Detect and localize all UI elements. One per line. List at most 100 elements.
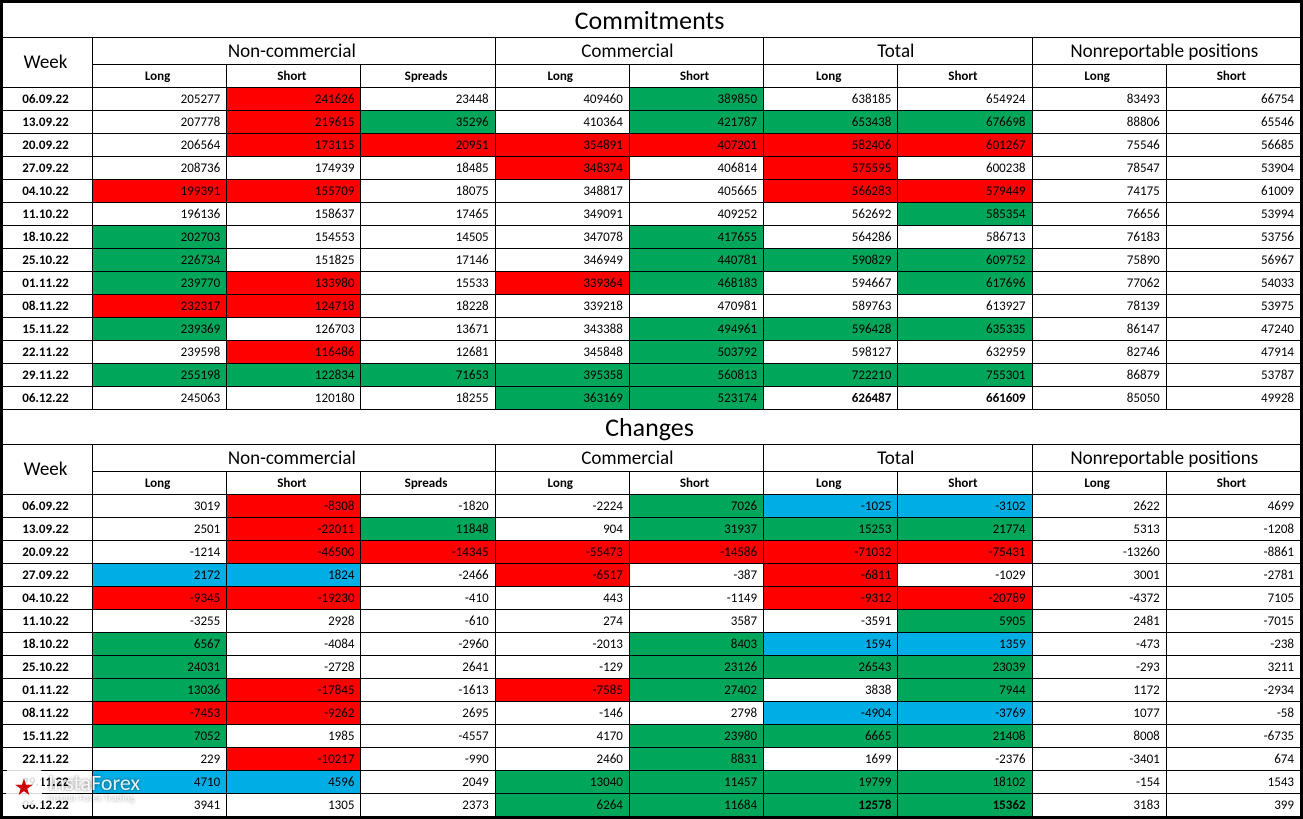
commit-cell: 661609 xyxy=(898,387,1032,410)
change-cell: -2960 xyxy=(361,633,495,656)
commit-cell: 613927 xyxy=(898,295,1032,318)
change-cell: -1820 xyxy=(361,495,495,518)
commit-cell: 17465 xyxy=(361,203,495,226)
change-week: 25.10.22 xyxy=(3,656,93,679)
commit-cell: 348817 xyxy=(495,180,629,203)
change-cell: -13260 xyxy=(1032,541,1166,564)
change-cell: -2224 xyxy=(495,495,629,518)
commit-cell: 347078 xyxy=(495,226,629,249)
commit-week: 06.09.22 xyxy=(3,88,93,111)
commit-cell: 601267 xyxy=(898,134,1032,157)
change-cell: 8008 xyxy=(1032,725,1166,748)
commit-cell: 239369 xyxy=(93,318,227,341)
change-week: 22.11.22 xyxy=(3,748,93,771)
change-cell: 2460 xyxy=(495,748,629,771)
commit-cell: 151825 xyxy=(227,249,361,272)
commit-cell: 53787 xyxy=(1166,364,1300,387)
commit-cell: 66754 xyxy=(1166,88,1300,111)
commit-cell: 53756 xyxy=(1166,226,1300,249)
commit-cell: 53994 xyxy=(1166,203,1300,226)
change-cell: 2798 xyxy=(629,702,763,725)
change-cell: -6517 xyxy=(495,564,629,587)
commit-cell: 86147 xyxy=(1032,318,1166,341)
commit-cell: 440781 xyxy=(629,249,763,272)
change-cell: 12578 xyxy=(764,794,898,817)
change-cell: 8831 xyxy=(629,748,763,771)
commit-cell: 562692 xyxy=(764,203,898,226)
change-cell: 443 xyxy=(495,587,629,610)
commit-cell: 421787 xyxy=(629,111,763,134)
change-cell: -6735 xyxy=(1166,725,1300,748)
commit-cell: 126703 xyxy=(227,318,361,341)
commit-cell: 635335 xyxy=(898,318,1032,341)
change-week: 08.11.22 xyxy=(3,702,93,725)
change-cell: 7944 xyxy=(898,679,1032,702)
change-cell: -1025 xyxy=(764,495,898,518)
commit-cell: 88806 xyxy=(1032,111,1166,134)
commit-cell: 77062 xyxy=(1032,272,1166,295)
change-cell: 23126 xyxy=(629,656,763,679)
change-cell: 1699 xyxy=(764,748,898,771)
commit-week: 15.11.22 xyxy=(3,318,93,341)
commit-cell: 207778 xyxy=(93,111,227,134)
change-cell: -238 xyxy=(1166,633,1300,656)
change-cell: -71032 xyxy=(764,541,898,564)
change-cell: 4699 xyxy=(1166,495,1300,518)
change-cell: -2013 xyxy=(495,633,629,656)
change-cell: -3401 xyxy=(1032,748,1166,771)
change-cell: 3211 xyxy=(1166,656,1300,679)
commit-cell: 417655 xyxy=(629,226,763,249)
commit-cell: 617696 xyxy=(898,272,1032,295)
commit-cell: 348374 xyxy=(495,157,629,180)
commit-week: 01.11.22 xyxy=(3,272,93,295)
change-cell: 2641 xyxy=(361,656,495,679)
commit-week: 08.11.22 xyxy=(3,295,93,318)
change-cell: 1172 xyxy=(1032,679,1166,702)
change-cell: 2049 xyxy=(361,771,495,794)
change-cell: 26543 xyxy=(764,656,898,679)
change-cell: 8403 xyxy=(629,633,763,656)
commit-cell: 654924 xyxy=(898,88,1032,111)
change-cell: 229 xyxy=(93,748,227,771)
change-cell: -8308 xyxy=(227,495,361,518)
change-week: 13.09.22 xyxy=(3,518,93,541)
change-cell: -293 xyxy=(1032,656,1166,679)
commit-week: 27.09.22 xyxy=(3,157,93,180)
change-cell: 15362 xyxy=(898,794,1032,817)
commit-cell: 76656 xyxy=(1032,203,1166,226)
subhead-2: Spreads xyxy=(361,472,495,495)
change-cell: 274 xyxy=(495,610,629,633)
commit-cell: 47240 xyxy=(1166,318,1300,341)
commit-cell: 83493 xyxy=(1032,88,1166,111)
change-cell: 31937 xyxy=(629,518,763,541)
commit-cell: 339218 xyxy=(495,295,629,318)
commit-cell: 173115 xyxy=(227,134,361,157)
commit-week: 25.10.22 xyxy=(3,249,93,272)
commit-cell: 589763 xyxy=(764,295,898,318)
commit-cell: 18255 xyxy=(361,387,495,410)
change-week: 20.09.22 xyxy=(3,541,93,564)
commit-cell: 409252 xyxy=(629,203,763,226)
change-cell: 1985 xyxy=(227,725,361,748)
change-cell: -3591 xyxy=(764,610,898,633)
change-cell: -1029 xyxy=(898,564,1032,587)
change-cell: -8861 xyxy=(1166,541,1300,564)
change-cell: -4904 xyxy=(764,702,898,725)
commit-cell: 17146 xyxy=(361,249,495,272)
change-cell: -3102 xyxy=(898,495,1032,518)
commit-cell: 205277 xyxy=(93,88,227,111)
commit-cell: 15533 xyxy=(361,272,495,295)
change-cell: 1543 xyxy=(1166,771,1300,794)
change-cell: -473 xyxy=(1032,633,1166,656)
change-cell: 4170 xyxy=(495,725,629,748)
change-week: 15.11.22 xyxy=(3,725,93,748)
commit-cell: 638185 xyxy=(764,88,898,111)
commit-cell: 600238 xyxy=(898,157,1032,180)
change-cell: -22011 xyxy=(227,518,361,541)
change-cell: -2934 xyxy=(1166,679,1300,702)
commit-cell: 564286 xyxy=(764,226,898,249)
change-cell: 7052 xyxy=(93,725,227,748)
commit-cell: 239770 xyxy=(93,272,227,295)
commit-cell: 349091 xyxy=(495,203,629,226)
commit-cell: 174939 xyxy=(227,157,361,180)
